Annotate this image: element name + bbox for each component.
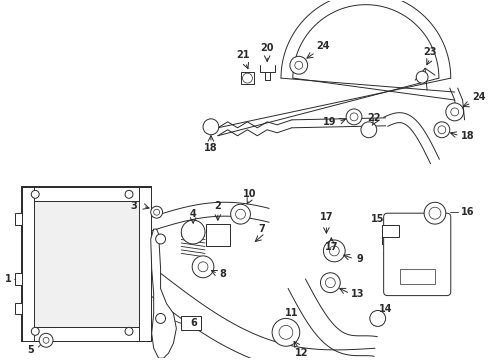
Circle shape — [150, 206, 162, 218]
Circle shape — [369, 310, 385, 327]
Circle shape — [279, 325, 292, 339]
Text: 13: 13 — [350, 289, 364, 298]
Text: 18: 18 — [460, 131, 473, 141]
Circle shape — [349, 113, 357, 121]
Text: 24: 24 — [316, 41, 329, 51]
Circle shape — [31, 327, 39, 335]
Text: 9: 9 — [355, 254, 362, 264]
Circle shape — [320, 273, 340, 293]
Bar — [15, 273, 22, 285]
Text: 6: 6 — [190, 318, 197, 328]
Circle shape — [450, 108, 458, 116]
Text: 7: 7 — [258, 224, 265, 234]
Text: 15: 15 — [370, 214, 384, 224]
Circle shape — [31, 190, 39, 198]
Text: 12: 12 — [294, 348, 308, 358]
Bar — [139, 187, 150, 341]
Text: 22: 22 — [366, 113, 380, 123]
Bar — [15, 302, 22, 315]
Text: 17: 17 — [324, 242, 337, 252]
Circle shape — [155, 234, 165, 244]
Text: 1: 1 — [5, 274, 12, 284]
Text: 4: 4 — [189, 209, 196, 219]
Circle shape — [39, 333, 53, 347]
Text: 24: 24 — [471, 92, 485, 102]
Text: 19: 19 — [322, 117, 336, 127]
Circle shape — [323, 240, 345, 262]
Bar — [240, 72, 254, 84]
Circle shape — [445, 103, 463, 121]
Circle shape — [437, 126, 445, 134]
Circle shape — [230, 204, 250, 224]
Circle shape — [428, 207, 440, 219]
Circle shape — [242, 73, 252, 83]
Circle shape — [294, 61, 302, 69]
Circle shape — [360, 122, 376, 138]
Text: 11: 11 — [285, 309, 298, 319]
Circle shape — [346, 109, 361, 125]
Circle shape — [125, 190, 133, 198]
PathPatch shape — [150, 229, 176, 358]
Circle shape — [433, 122, 449, 138]
Circle shape — [155, 314, 165, 323]
Circle shape — [329, 246, 339, 256]
Text: 18: 18 — [203, 143, 217, 153]
Bar — [181, 316, 201, 330]
Bar — [15, 213, 22, 225]
Text: 17: 17 — [319, 212, 332, 222]
Bar — [400, 269, 434, 284]
Bar — [30, 195, 142, 333]
Text: 8: 8 — [219, 269, 226, 279]
Circle shape — [423, 202, 445, 224]
Circle shape — [43, 337, 49, 343]
Bar — [22, 187, 150, 341]
Text: 16: 16 — [460, 207, 473, 217]
Circle shape — [125, 327, 133, 335]
Circle shape — [271, 319, 299, 346]
Bar — [205, 224, 229, 246]
Text: 3: 3 — [130, 201, 137, 211]
Bar — [381, 225, 399, 237]
Text: 10: 10 — [242, 189, 256, 199]
Text: 5: 5 — [27, 345, 34, 355]
Text: 2: 2 — [214, 201, 221, 211]
Circle shape — [203, 119, 218, 135]
Bar — [22, 187, 34, 341]
Circle shape — [325, 278, 335, 288]
Circle shape — [235, 209, 245, 219]
Text: 20: 20 — [260, 43, 273, 53]
Text: 21: 21 — [236, 50, 250, 60]
Text: 14: 14 — [378, 303, 391, 314]
FancyBboxPatch shape — [383, 213, 450, 296]
Bar — [22, 187, 150, 201]
Bar — [22, 327, 150, 341]
Circle shape — [415, 71, 427, 83]
Circle shape — [192, 256, 213, 278]
Text: 23: 23 — [423, 47, 436, 57]
Circle shape — [289, 56, 307, 74]
Circle shape — [198, 262, 207, 272]
Circle shape — [153, 209, 159, 215]
Circle shape — [181, 220, 204, 244]
